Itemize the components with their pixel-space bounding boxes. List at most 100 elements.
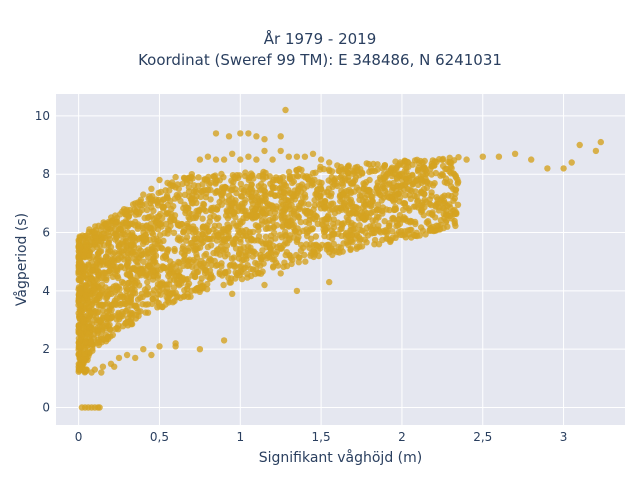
data-point (285, 197, 292, 204)
data-point (347, 189, 355, 197)
data-point (363, 160, 370, 167)
data-point (171, 297, 178, 305)
data-point (131, 222, 139, 229)
data-point (293, 287, 301, 295)
x-tick-label: 0 (75, 430, 83, 444)
data-point (237, 156, 244, 163)
data-point (180, 226, 188, 234)
data-point (142, 248, 150, 255)
data-point (188, 239, 195, 247)
data-point (220, 156, 228, 163)
data-points (75, 106, 604, 411)
data-point (99, 258, 107, 265)
data-point (205, 235, 212, 243)
data-point (305, 177, 313, 184)
data-point (175, 234, 182, 241)
data-point (286, 252, 293, 259)
data-point (114, 273, 121, 280)
data-point (401, 200, 408, 207)
data-point (394, 222, 402, 229)
data-point (215, 222, 223, 229)
data-point (210, 249, 217, 257)
data-point (396, 198, 403, 205)
data-point (117, 264, 124, 271)
data-point (245, 130, 252, 137)
data-point (124, 280, 132, 287)
data-point (172, 273, 179, 280)
data-point (144, 262, 152, 269)
data-point (221, 253, 229, 260)
data-point (402, 234, 409, 241)
data-point (528, 156, 535, 163)
tick-labels: 0 0,5 1 1,5 2 2,5 3 0 2 4 6 8 10 (35, 109, 568, 444)
data-point (253, 133, 260, 140)
data-point (414, 168, 422, 175)
data-point (175, 258, 182, 266)
data-point (147, 195, 154, 202)
data-point (188, 211, 195, 218)
data-point (366, 176, 373, 184)
data-point (592, 147, 600, 155)
data-point (291, 228, 298, 235)
data-point (126, 290, 134, 297)
data-point (324, 213, 331, 221)
data-point (241, 172, 249, 180)
data-point (359, 169, 366, 176)
data-point (212, 176, 219, 184)
data-point (335, 167, 342, 174)
data-point (161, 264, 169, 272)
data-point (297, 241, 305, 249)
data-point (252, 222, 260, 229)
data-point (189, 263, 196, 270)
data-point (244, 212, 251, 219)
data-point (196, 346, 204, 353)
data-point (137, 196, 145, 203)
data-point (75, 310, 82, 317)
data-point (511, 150, 519, 157)
data-point (244, 243, 252, 250)
data-point (234, 207, 242, 215)
data-point (396, 212, 404, 219)
data-point (337, 204, 344, 211)
data-point (92, 234, 99, 241)
data-point (164, 179, 171, 187)
data-point (98, 274, 105, 282)
data-point (392, 204, 399, 211)
data-point (99, 287, 106, 294)
data-point (287, 217, 294, 224)
data-point (204, 280, 211, 288)
data-point (138, 234, 146, 241)
data-point (78, 332, 85, 340)
data-point (259, 173, 266, 180)
data-point (82, 270, 90, 278)
data-point (292, 205, 299, 213)
data-point (112, 325, 119, 333)
data-point (280, 188, 288, 196)
data-point (417, 173, 424, 180)
data-point (262, 233, 270, 241)
data-point (184, 220, 191, 228)
data-point (317, 192, 324, 200)
data-point (157, 221, 164, 228)
data-point (325, 233, 333, 241)
data-point (256, 200, 264, 207)
data-point (148, 243, 156, 250)
data-point (114, 284, 121, 291)
data-point (195, 174, 202, 181)
data-point (381, 218, 388, 225)
data-point (359, 215, 367, 222)
data-point (388, 164, 396, 171)
data-point (404, 158, 411, 166)
data-point (297, 199, 305, 206)
data-point (112, 212, 119, 219)
y-tick-label: 8 (42, 167, 50, 181)
data-point (104, 292, 111, 299)
data-point (293, 153, 301, 160)
data-point (376, 191, 384, 198)
x-tick-label: 1,5 (312, 430, 331, 444)
data-point (172, 343, 179, 350)
data-point (397, 183, 405, 190)
data-point (389, 228, 396, 235)
data-point (212, 130, 220, 137)
